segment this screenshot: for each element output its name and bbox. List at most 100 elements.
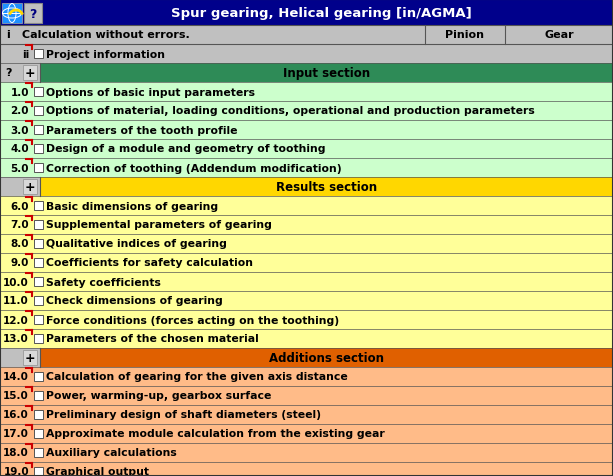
Bar (0, 235, 613, 253)
Text: 17.0: 17.0 (3, 428, 29, 438)
Bar (34, 297, 43, 306)
Bar (0, 45, 613, 64)
Text: 12.0: 12.0 (3, 315, 29, 325)
Bar (34, 201, 43, 210)
Text: +: + (25, 351, 36, 364)
Bar (0, 405, 613, 424)
Text: 6.0: 6.0 (10, 201, 29, 211)
Text: ?: ? (5, 69, 12, 79)
Text: Calculation of gearing for the given axis distance: Calculation of gearing for the given axi… (46, 372, 348, 382)
Text: Supplemental parameters of gearing: Supplemental parameters of gearing (46, 220, 272, 230)
Text: Calculation without errors.: Calculation without errors. (22, 30, 190, 40)
Bar (23, 350, 37, 365)
Bar (0, 159, 613, 178)
Text: 5.0: 5.0 (10, 163, 29, 173)
Bar (0, 83, 613, 102)
Text: +: + (25, 180, 36, 194)
Text: Parameters of the chosen material: Parameters of the chosen material (46, 334, 259, 344)
Text: i: i (6, 30, 10, 40)
Bar (34, 391, 43, 400)
Bar (34, 239, 43, 248)
Bar (0, 26, 613, 45)
Bar (34, 164, 43, 173)
Bar (0, 310, 613, 329)
Text: Correction of toothing (Addendum modification): Correction of toothing (Addendum modific… (46, 163, 341, 173)
Bar (34, 429, 43, 438)
Text: 1.0: 1.0 (10, 87, 29, 97)
Text: Options of material, loading conditions, operational and production parameters: Options of material, loading conditions,… (46, 106, 535, 116)
Bar (0, 64, 613, 83)
Bar (0, 462, 613, 476)
Bar (34, 467, 43, 476)
Bar (0, 102, 613, 121)
Text: 11.0: 11.0 (3, 296, 29, 306)
Text: Graphical output: Graphical output (46, 466, 149, 476)
Bar (2, 4, 22, 24)
Text: Check dimensions of gearing: Check dimensions of gearing (46, 296, 223, 306)
Text: Power, warming-up, gearbox surface: Power, warming-up, gearbox surface (46, 391, 272, 401)
Bar (0, 329, 613, 348)
Bar (0, 291, 613, 310)
Bar (34, 145, 43, 154)
Bar (0, 443, 613, 462)
Bar (0, 367, 613, 386)
Text: Safety coefficients: Safety coefficients (46, 277, 161, 287)
Bar (0, 348, 613, 367)
Text: ii: ii (21, 50, 29, 60)
Bar (0, 178, 613, 197)
Text: Results section: Results section (276, 180, 377, 194)
Bar (34, 220, 43, 229)
Text: Coefficients for safety calculation: Coefficients for safety calculation (46, 258, 253, 268)
Text: Preliminary design of shaft diameters (steel): Preliminary design of shaft diameters (s… (46, 410, 321, 420)
Bar (34, 372, 43, 381)
Text: 7.0: 7.0 (10, 220, 29, 230)
Text: 4.0: 4.0 (10, 144, 29, 154)
Bar (0, 64, 40, 83)
Text: Pinion: Pinion (446, 30, 484, 40)
Text: 13.0: 13.0 (3, 334, 29, 344)
Text: Additions section: Additions section (269, 351, 384, 364)
Bar (0, 121, 613, 140)
Bar (0, 216, 613, 235)
Text: Input section: Input section (283, 67, 370, 80)
Bar (34, 88, 43, 97)
Text: Design of a module and geometry of toothing: Design of a module and geometry of tooth… (46, 144, 326, 154)
Bar (23, 66, 37, 81)
Text: 18.0: 18.0 (3, 447, 29, 457)
Bar (34, 410, 43, 419)
Text: 2.0: 2.0 (10, 106, 29, 116)
Bar (0, 140, 613, 159)
Bar (0, 0, 613, 26)
Bar (34, 315, 43, 324)
Bar (34, 50, 43, 59)
Bar (34, 126, 43, 135)
Bar (0, 197, 613, 216)
Bar (34, 448, 43, 457)
Bar (23, 179, 37, 195)
Text: Options of basic input parameters: Options of basic input parameters (46, 87, 255, 97)
Text: 14.0: 14.0 (3, 372, 29, 382)
Bar (24, 4, 42, 24)
Bar (0, 424, 613, 443)
Text: Parameters of the tooth profile: Parameters of the tooth profile (46, 125, 237, 135)
Text: Force conditions (forces acting on the toothing): Force conditions (forces acting on the t… (46, 315, 339, 325)
Bar (0, 178, 40, 197)
Bar (0, 348, 40, 367)
Text: 15.0: 15.0 (3, 391, 29, 401)
Text: Qualitative indices of gearing: Qualitative indices of gearing (46, 239, 227, 249)
Bar (34, 334, 43, 343)
Bar (34, 107, 43, 116)
Text: ?: ? (29, 8, 37, 20)
Text: 9.0: 9.0 (10, 258, 29, 268)
Text: 16.0: 16.0 (3, 410, 29, 420)
Text: +: + (25, 67, 36, 80)
Text: Gear: Gear (544, 30, 574, 40)
Bar (0, 386, 613, 405)
Bar (0, 272, 613, 291)
Text: Basic dimensions of gearing: Basic dimensions of gearing (46, 201, 218, 211)
Text: 8.0: 8.0 (10, 239, 29, 249)
Bar (34, 278, 43, 287)
Text: Project information: Project information (46, 50, 165, 60)
Text: Auxiliary calculations: Auxiliary calculations (46, 447, 177, 457)
Text: 3.0: 3.0 (10, 125, 29, 135)
